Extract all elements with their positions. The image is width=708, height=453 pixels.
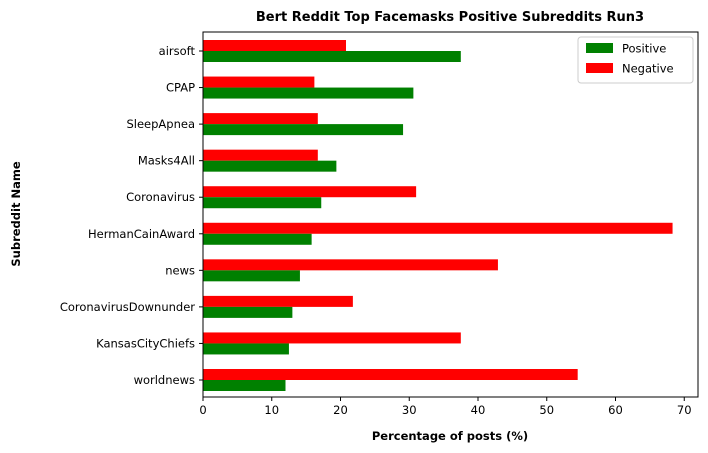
bar-positive-SleepApnea [203, 124, 404, 136]
legend: Positive Negative [577, 36, 694, 84]
bar-positive-news [203, 270, 300, 282]
y-tick-label-CoronavirusDownunder: CoronavirusDownunder [60, 300, 195, 314]
x-tick-label: 50 [539, 403, 554, 417]
bar-positive-Coronavirus [203, 197, 322, 209]
x-axis-label: Percentage of posts (%) [372, 429, 528, 443]
bars-group [203, 40, 673, 391]
x-tick-label: 0 [199, 403, 206, 417]
legend-label-negative: Negative [622, 62, 674, 76]
bar-negative-Masks4All [203, 149, 318, 161]
legend-swatch-negative [586, 63, 613, 73]
bar-negative-worldnews [203, 369, 578, 380]
y-tick-label-airsoft: airsoft [159, 44, 196, 58]
x-tick-label: 30 [402, 403, 417, 417]
y-axis-label: Subreddit Name [9, 161, 23, 266]
bar-negative-KansasCityChiefs [203, 332, 461, 344]
y-tick-label-SleepApnea: SleepApnea [126, 117, 195, 131]
bar-positive-HermanCainAward [203, 233, 312, 245]
chart-title: Bert Reddit Top Facemasks Positive Subre… [256, 10, 644, 25]
bar-negative-news [203, 259, 498, 271]
x-tick-label: 60 [608, 403, 623, 417]
legend-label-positive: Positive [622, 42, 666, 56]
x-tick-label: 70 [677, 403, 692, 417]
y-tick-label-worldnews: worldnews [134, 373, 195, 387]
legend-swatch-positive [586, 43, 613, 53]
bar-negative-CPAP [203, 76, 315, 88]
bar-negative-airsoft [203, 40, 346, 51]
y-tick-label-CPAP: CPAP [166, 81, 195, 95]
x-tick-label: 10 [264, 403, 279, 417]
bar-positive-airsoft [203, 51, 461, 62]
y-tick-label-Masks4All: Masks4All [138, 154, 195, 168]
y-tick-label-Coronavirus: Coronavirus [126, 190, 195, 204]
bar-positive-CoronavirusDownunder [203, 306, 293, 318]
x-tick-label: 40 [471, 403, 486, 417]
y-tick-label-news: news [165, 263, 195, 277]
x-tick-label: 20 [333, 403, 348, 417]
bar-positive-Masks4All [203, 160, 337, 172]
bar-positive-CPAP [203, 87, 414, 99]
bar-negative-HermanCainAward [203, 222, 673, 234]
x-ticks-group: 0 10 20 30 40 50 60 70 [199, 397, 692, 417]
bar-negative-Coronavirus [203, 186, 417, 198]
bar-positive-worldnews [203, 380, 286, 391]
plot-frame [202, 31, 699, 398]
bar-negative-SleepApnea [203, 113, 318, 125]
y-ticks-group: airsoft CPAP SleepApnea Masks4All Coronaviru… [60, 44, 203, 387]
bar-positive-KansasCityChiefs [203, 343, 289, 355]
bar-negative-CoronavirusDownunder [203, 295, 353, 307]
y-tick-label-HermanCainAward: HermanCainAward [88, 227, 195, 241]
y-tick-label-KansasCityChiefs: KansasCityChiefs [96, 336, 195, 350]
